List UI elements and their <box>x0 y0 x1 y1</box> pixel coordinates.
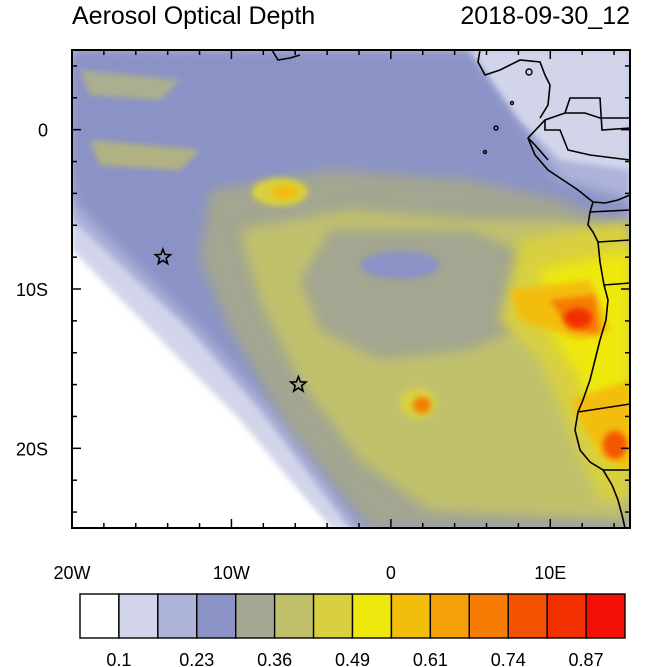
colorbar-swatch <box>118 593 159 639</box>
colorbar-swatch <box>390 593 432 639</box>
star-marker <box>153 246 173 266</box>
colorbar-swatch <box>507 593 548 639</box>
coastlines <box>271 50 630 528</box>
x-axis-labels: 20W 10W 0 10E <box>53 563 566 583</box>
colorbar-swatch <box>429 593 470 639</box>
y-tick-label: 10S <box>16 280 48 300</box>
colorbar-swatch <box>312 593 354 639</box>
colorbar-swatch <box>351 593 393 639</box>
colorbar-swatch <box>546 593 587 639</box>
x-tick-label: 10E <box>534 563 566 583</box>
colorbar-label: 0.49 <box>335 650 370 667</box>
colorbar-swatch <box>585 593 626 639</box>
markers-layer <box>153 246 309 393</box>
colorbar-label: 0.74 <box>491 650 526 667</box>
star-marker <box>288 374 309 393</box>
colorbar-swatch <box>157 593 198 639</box>
colorbar-swatch <box>235 593 276 639</box>
map-title: Aerosol Optical Depth <box>72 2 315 30</box>
colorbar-labels: 0.1 0.23 0.36 0.49 0.61 0.74 0.87 <box>106 650 603 667</box>
y-tick-label: 0 <box>38 121 48 141</box>
colorbar-swatch <box>468 593 509 639</box>
y-axis-labels: 0 10S 20S <box>16 121 48 460</box>
colorbar <box>79 593 626 639</box>
tick-marks <box>71 50 630 528</box>
x-tick-label: 20W <box>53 563 90 583</box>
y-tick-label: 20S <box>16 439 48 459</box>
colorbar-label: 0.61 <box>413 650 448 667</box>
x-tick-label: 10W <box>213 563 250 583</box>
timestamp-label: 2018-09-30_12 <box>460 2 630 30</box>
colorbar-swatch <box>79 593 120 639</box>
colorbar-label: 0.87 <box>569 650 604 667</box>
colorbar-label: 0.1 <box>106 650 131 667</box>
colorbar-label: 0.23 <box>179 650 214 667</box>
islands <box>482 68 533 155</box>
colorbar-swatch <box>273 593 315 639</box>
x-tick-label: 0 <box>386 563 396 583</box>
colorbar-label: 0.36 <box>257 650 292 667</box>
aod-field <box>72 50 630 528</box>
colorbar-swatch <box>196 593 237 639</box>
